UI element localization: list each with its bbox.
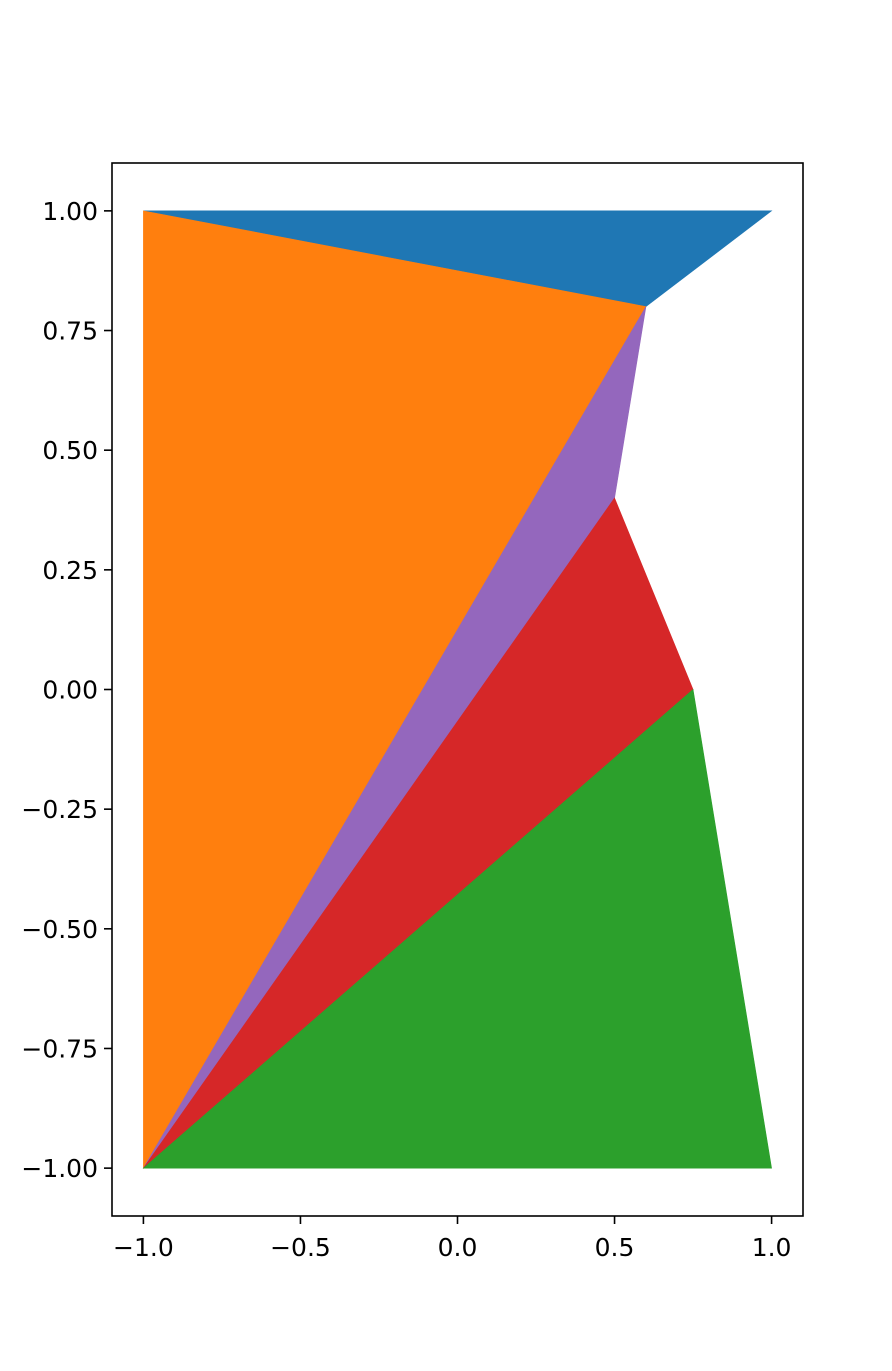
x-tick-label: −0.5 <box>270 1233 331 1262</box>
y-tick-label: 0.50 <box>42 436 98 465</box>
y-tick-label: −0.50 <box>21 915 98 944</box>
x-axis: −1.0 −0.5 0.0 0.5 1.0 <box>113 1216 791 1262</box>
polygon-4 <box>142 688 772 1169</box>
x-tick-label: 0.5 <box>595 1233 635 1262</box>
x-tick-label: −1.0 <box>113 1233 174 1262</box>
y-tick-label: 0.75 <box>42 317 98 346</box>
y-tick-label: −0.75 <box>21 1034 98 1063</box>
x-tick-label: 0.0 <box>438 1233 478 1262</box>
y-tick-label: 0.25 <box>42 556 98 585</box>
polygon-layer <box>142 210 773 1170</box>
y-tick-label: −1.00 <box>21 1154 98 1183</box>
y-tick-label: −0.25 <box>21 795 98 824</box>
y-axis: 1.00 0.75 0.50 0.25 0.00 −0.25 −0.50 −0.75 −1.00 <box>21 197 112 1183</box>
x-tick-label: 1.0 <box>752 1233 792 1262</box>
y-tick-label: 0.00 <box>42 676 98 705</box>
y-tick-label: 1.00 <box>42 197 98 226</box>
